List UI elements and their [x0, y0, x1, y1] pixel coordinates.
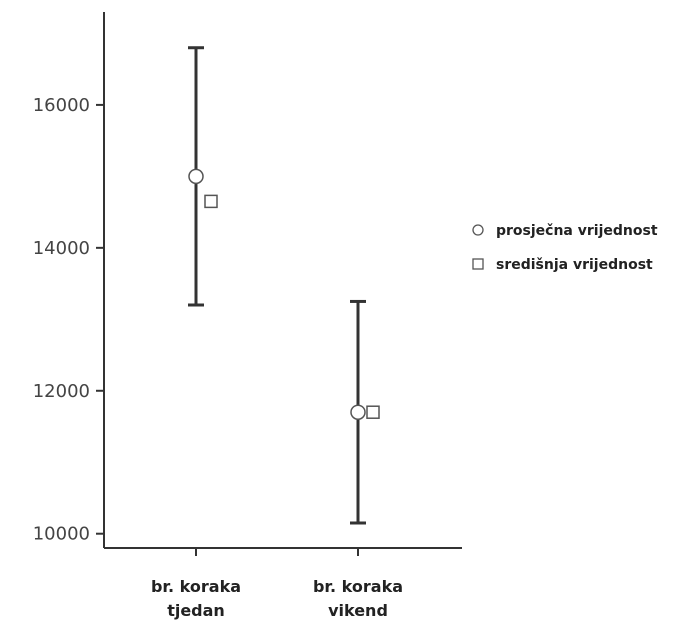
y-tick-label: 16000	[33, 95, 90, 116]
mean-marker	[350, 404, 366, 420]
mean-marker	[188, 168, 204, 185]
x-axis-ticks: br. koraka tjedan br. koraka vikend	[151, 548, 403, 620]
median-marker	[366, 405, 380, 419]
y-tick-label: 10000	[33, 524, 90, 545]
data-markers	[188, 168, 380, 420]
legend-label: prosječna vrijednost	[496, 223, 658, 239]
x-category-label-line1: br. koraka	[151, 577, 241, 596]
y-tick-label: 12000	[33, 381, 90, 402]
x-category-label-line2: tjedan	[167, 601, 225, 620]
median-marker	[204, 194, 218, 209]
legend-square-symbol	[472, 258, 484, 270]
legend-circle-symbol	[472, 224, 484, 236]
y-axis-ticks: 10000 12000 14000 16000	[33, 95, 104, 545]
x-category-label-line1: br. koraka	[313, 577, 403, 596]
legend: prosječna vrijednost središnja vrijednost	[472, 223, 658, 273]
legend-label: središnja vrijednost	[496, 257, 653, 273]
error-bars	[188, 46, 366, 525]
y-tick-label: 14000	[33, 238, 90, 259]
x-category-label-line2: vikend	[328, 601, 388, 620]
